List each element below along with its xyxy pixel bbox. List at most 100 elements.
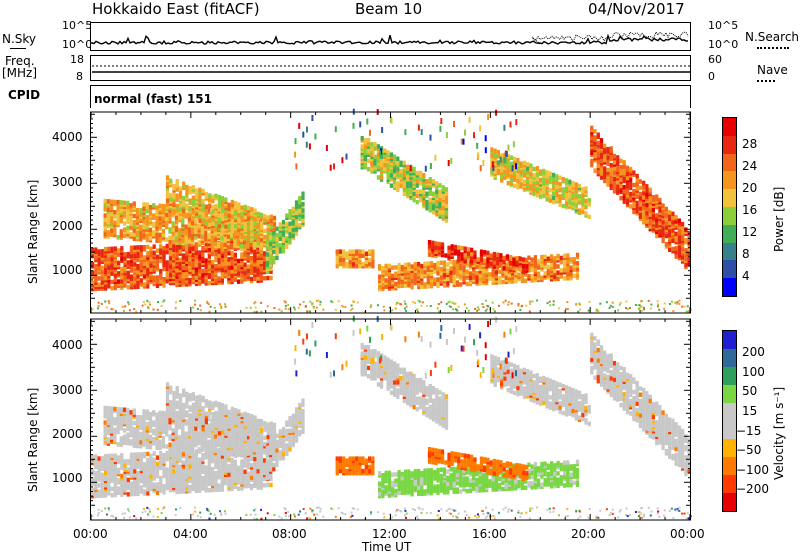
echo-cell — [106, 437, 110, 442]
echo-cell — [221, 206, 225, 211]
echo-cell — [165, 249, 169, 255]
echo-cell — [563, 263, 567, 269]
echo-cell — [224, 224, 228, 229]
echo-cell — [428, 177, 432, 182]
echo-cell — [629, 177, 633, 182]
echo-cell — [240, 224, 244, 229]
echo-cell — [117, 486, 121, 491]
echo-cell — [269, 254, 273, 259]
echo-cell — [603, 143, 607, 149]
echo-cell — [671, 228, 675, 233]
echo-cell — [198, 197, 202, 203]
echo-cell — [104, 263, 108, 268]
echo-cell — [490, 165, 494, 171]
echo-cell — [148, 227, 153, 233]
echo-cell — [110, 453, 114, 459]
echo-cell — [499, 253, 503, 258]
echo-cell — [191, 206, 195, 211]
echo-cell — [199, 304, 202, 307]
echo-cell — [116, 199, 120, 205]
echo-cell — [664, 217, 668, 222]
echo-cell — [239, 243, 243, 249]
echo-cell — [116, 442, 120, 447]
echo-cell — [104, 257, 108, 262]
echo-cell — [500, 153, 504, 158]
echo-cell — [369, 129, 371, 136]
echo-cell — [91, 477, 95, 482]
echo-cell — [519, 161, 523, 166]
echo-cell — [194, 250, 198, 255]
echo-cell — [256, 268, 260, 273]
echo-cell — [219, 303, 221, 306]
echo-cell — [113, 484, 117, 489]
echo-cell — [188, 265, 192, 270]
echo-cell — [110, 205, 114, 211]
echo-cell — [94, 462, 98, 468]
echo-cell — [355, 249, 359, 254]
echo-cell — [168, 239, 172, 245]
echo-cell — [581, 209, 585, 215]
echo-cell — [556, 253, 560, 259]
echo-cell — [207, 274, 211, 280]
echo-cell — [404, 268, 408, 274]
echo-cell — [187, 222, 191, 228]
echo-cell — [213, 227, 217, 232]
echo-cell — [103, 225, 107, 231]
echo-cell — [335, 259, 339, 265]
echo-cell — [677, 228, 681, 234]
echo-cell — [656, 300, 659, 303]
echo-cell — [178, 456, 182, 461]
echo-cell — [168, 458, 173, 464]
echo-cell — [133, 491, 137, 497]
echo-cell — [565, 196, 569, 202]
echo-cell — [259, 218, 263, 224]
echo-cell — [247, 234, 251, 240]
echo-cell — [191, 185, 195, 190]
echo-cell — [246, 264, 250, 269]
echo-cell — [220, 468, 224, 474]
echo-cell — [389, 152, 393, 157]
echo-cell — [483, 250, 487, 255]
echo-cell — [94, 247, 98, 252]
nsky-legend-line — [10, 48, 26, 49]
echo-cell — [510, 302, 513, 305]
echo-cell — [453, 244, 458, 250]
date-label: 04/Nov/2017 — [588, 0, 685, 18]
echo-cell — [148, 204, 153, 210]
echo-cell — [224, 460, 228, 465]
echo-cell — [123, 274, 127, 280]
echo-cell — [619, 301, 622, 304]
echo-cell — [155, 209, 159, 215]
echo-cell — [213, 231, 217, 236]
echo-cell — [579, 308, 582, 311]
echo-cell — [603, 178, 607, 184]
nsky-label: N.Sky — [2, 32, 37, 46]
echo-cell — [577, 183, 582, 189]
echo-cell — [651, 207, 655, 213]
echo-cell — [550, 258, 554, 263]
echo-cell — [637, 308, 640, 311]
echo-cell — [428, 197, 432, 203]
echo-cell — [188, 261, 192, 266]
echo-cell — [191, 210, 195, 215]
echo-cell — [217, 194, 221, 200]
echo-cell — [402, 191, 406, 197]
echo-cell — [211, 209, 215, 214]
echo-cell — [378, 274, 382, 279]
echo-cell — [424, 165, 427, 172]
echo-cell — [460, 256, 464, 261]
echo-cell — [110, 215, 114, 221]
echo-cell — [168, 260, 173, 265]
echo-cell — [626, 308, 629, 311]
echo-cell — [455, 309, 458, 312]
echo-cell — [260, 241, 264, 247]
echo-cell — [575, 252, 580, 258]
echo-cell — [448, 305, 451, 308]
echo-cell — [496, 160, 500, 165]
echo-cell — [155, 219, 159, 225]
echo-cell — [278, 308, 281, 311]
echo-cell — [175, 193, 179, 198]
echo-cell — [185, 244, 189, 250]
echo-cell — [431, 253, 435, 258]
echo-cell — [136, 470, 140, 476]
